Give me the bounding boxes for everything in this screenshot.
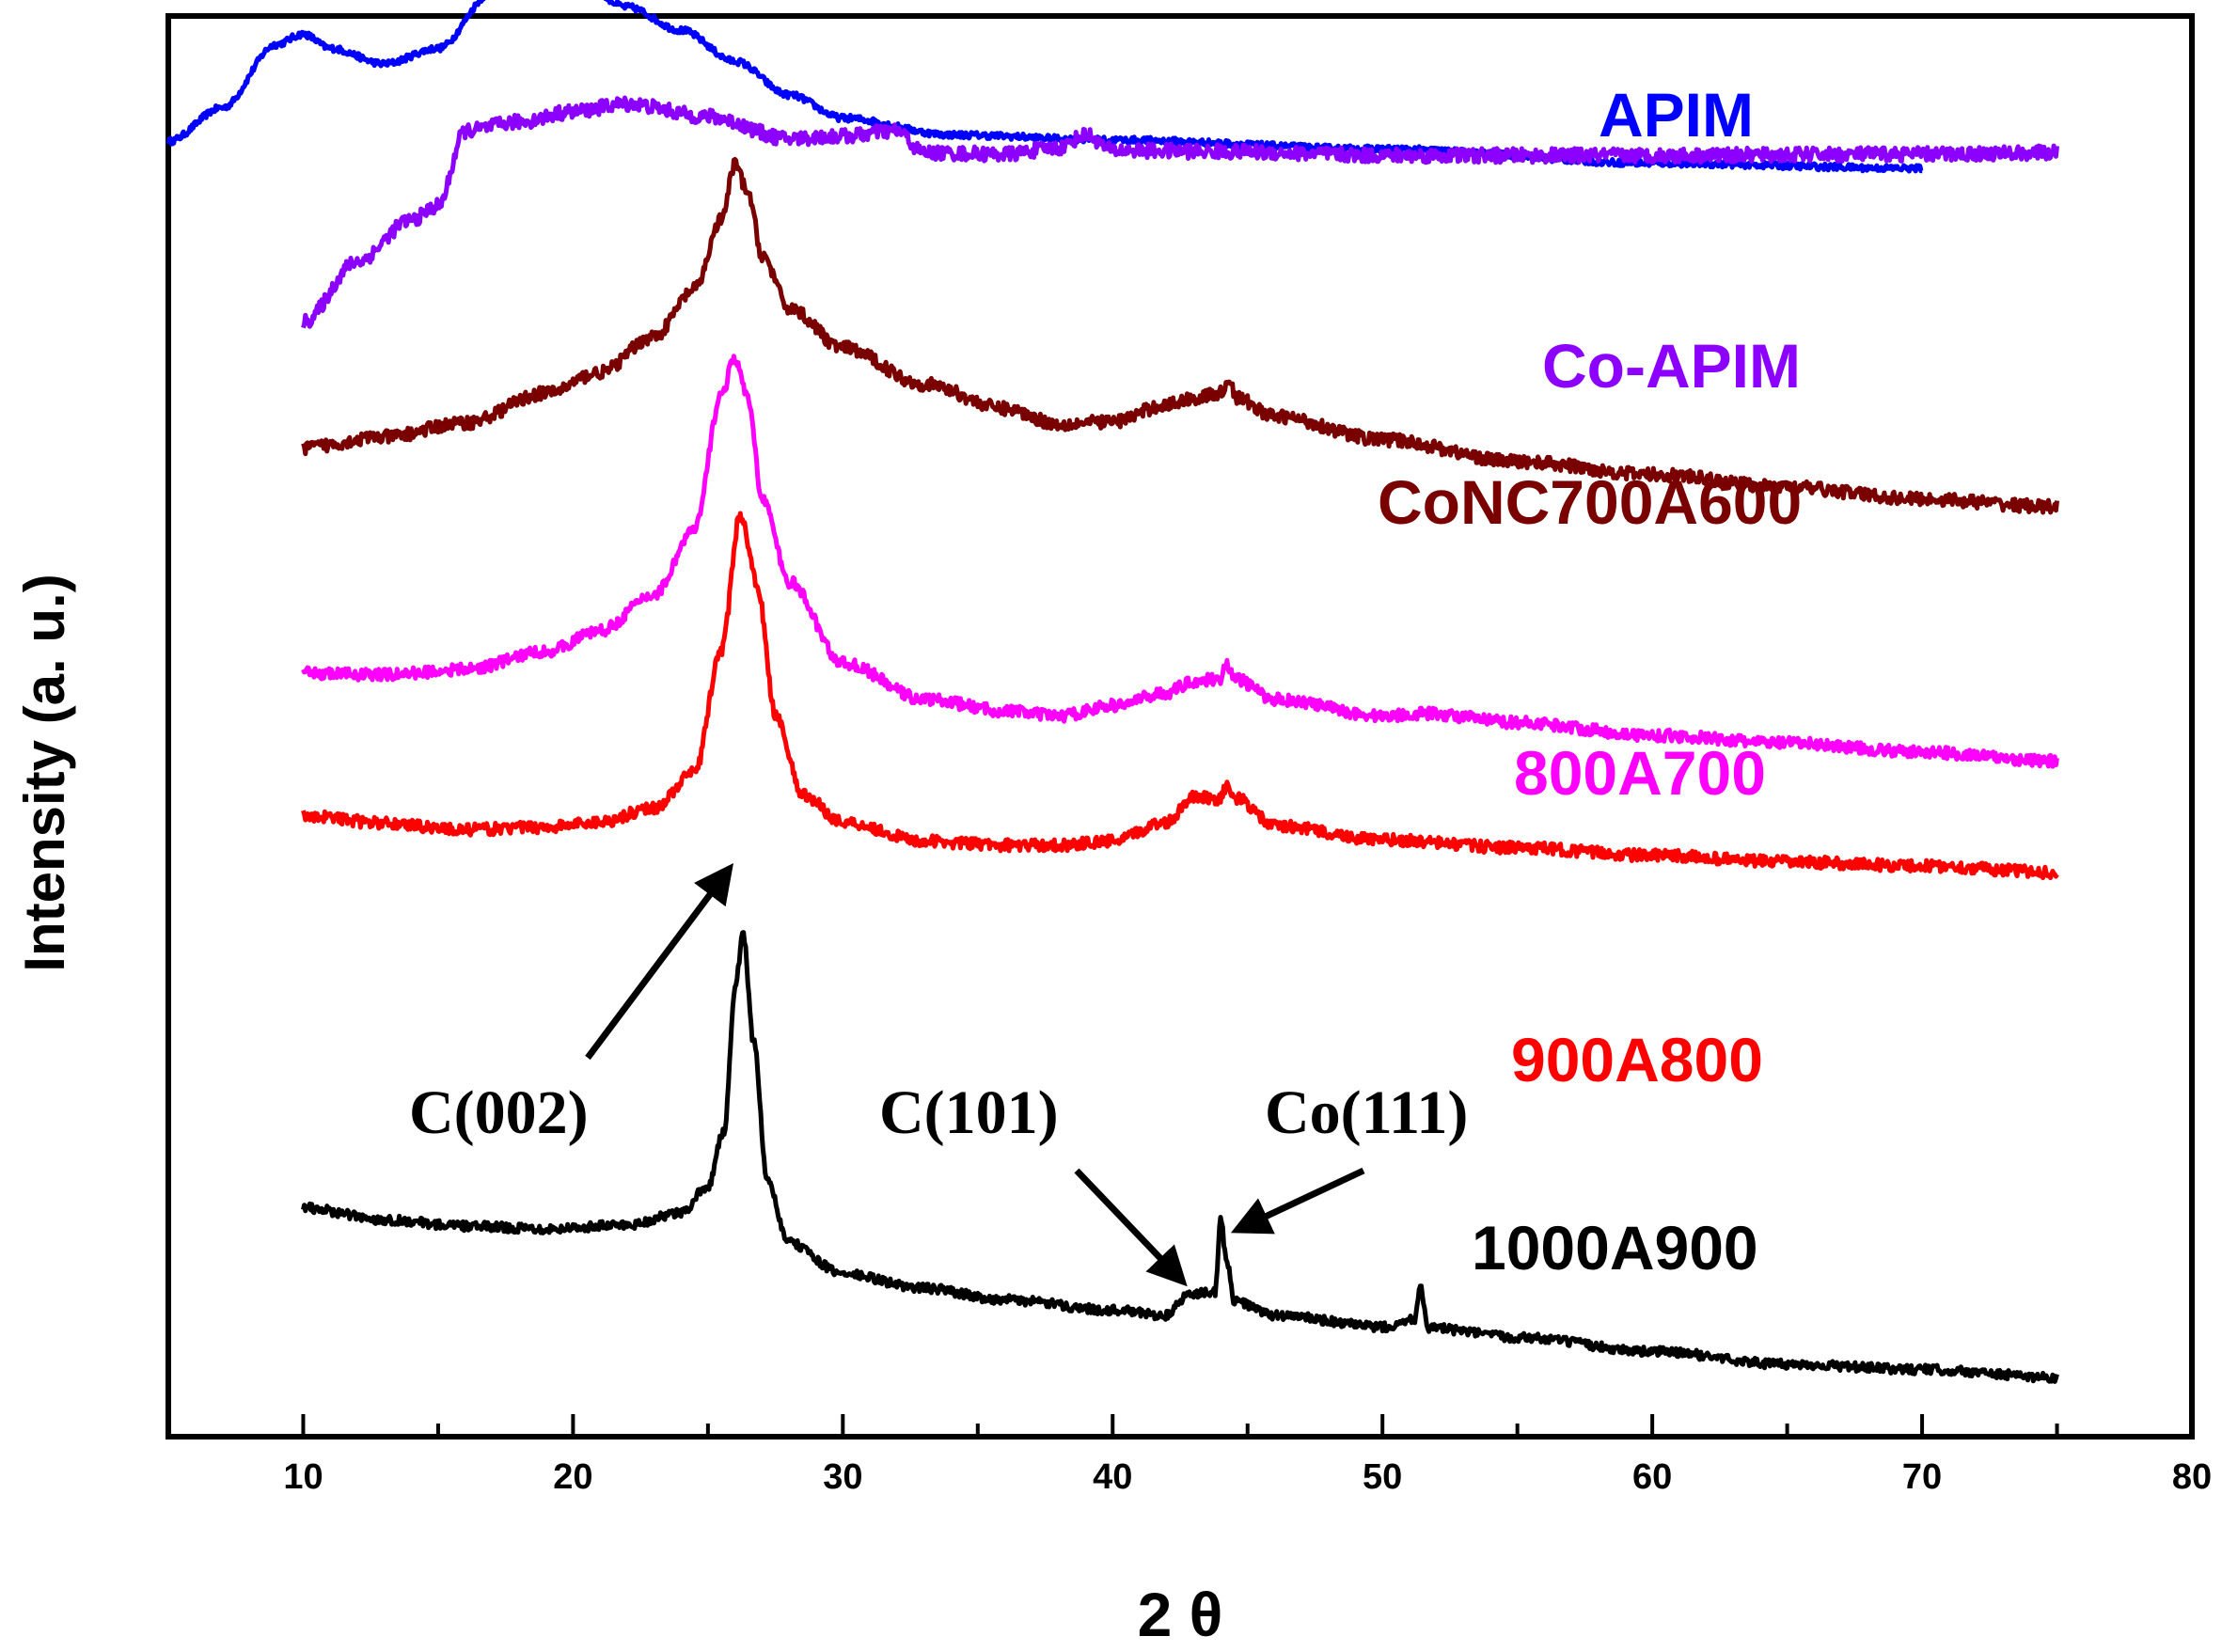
peak-label-c002: C(002) xyxy=(409,1078,589,1147)
series-label-conc700a600: CoNC700A600 xyxy=(1378,467,1802,537)
series-line-3 xyxy=(301,354,2059,769)
peak-label-co111: Co(111) xyxy=(1265,1078,1468,1147)
x-tick-label-30: 30 xyxy=(823,1457,862,1497)
plot-frame xyxy=(165,13,2195,1440)
x-tick-label-10: 10 xyxy=(283,1457,323,1497)
series-label-apim: APIM xyxy=(1599,80,1754,149)
series-label-800a700: 800A700 xyxy=(1514,738,1766,808)
series-line-2 xyxy=(301,157,2059,515)
x-tick-label-50: 50 xyxy=(1363,1457,1402,1497)
series-group xyxy=(165,0,2059,1384)
x-ticks: 10 20 30 40 50 60 70 80 xyxy=(166,1414,2212,1497)
series-line-4 xyxy=(301,511,2059,881)
x-tick-label-60: 60 xyxy=(1632,1457,1672,1497)
annotation-arrow-1 xyxy=(1074,1168,1188,1287)
annotation-arrow-2 xyxy=(1230,1167,1365,1235)
series-label-1000a900: 1000A900 xyxy=(1472,1213,1758,1282)
y-axis-title: Intensity (a. u.) xyxy=(13,574,76,971)
x-tick-label-20: 20 xyxy=(553,1457,592,1497)
x-tick-label-70: 70 xyxy=(1902,1457,1942,1497)
annotation-arrows xyxy=(585,862,1365,1287)
series-line-5 xyxy=(301,930,2059,1384)
series-label-900a800: 900A800 xyxy=(1511,1025,1763,1094)
x-tick-label-80: 80 xyxy=(2172,1457,2212,1497)
series-line-0 xyxy=(165,0,1924,174)
x-axis-title: 2 θ xyxy=(1138,1580,1223,1649)
series-line-1 xyxy=(301,95,2059,329)
peak-label-c101: C(101) xyxy=(879,1078,1059,1147)
x-tick-label-40: 40 xyxy=(1093,1457,1132,1497)
series-label-co-apim: Co-APIM xyxy=(1542,331,1801,401)
annotation-arrow-0 xyxy=(585,862,734,1061)
